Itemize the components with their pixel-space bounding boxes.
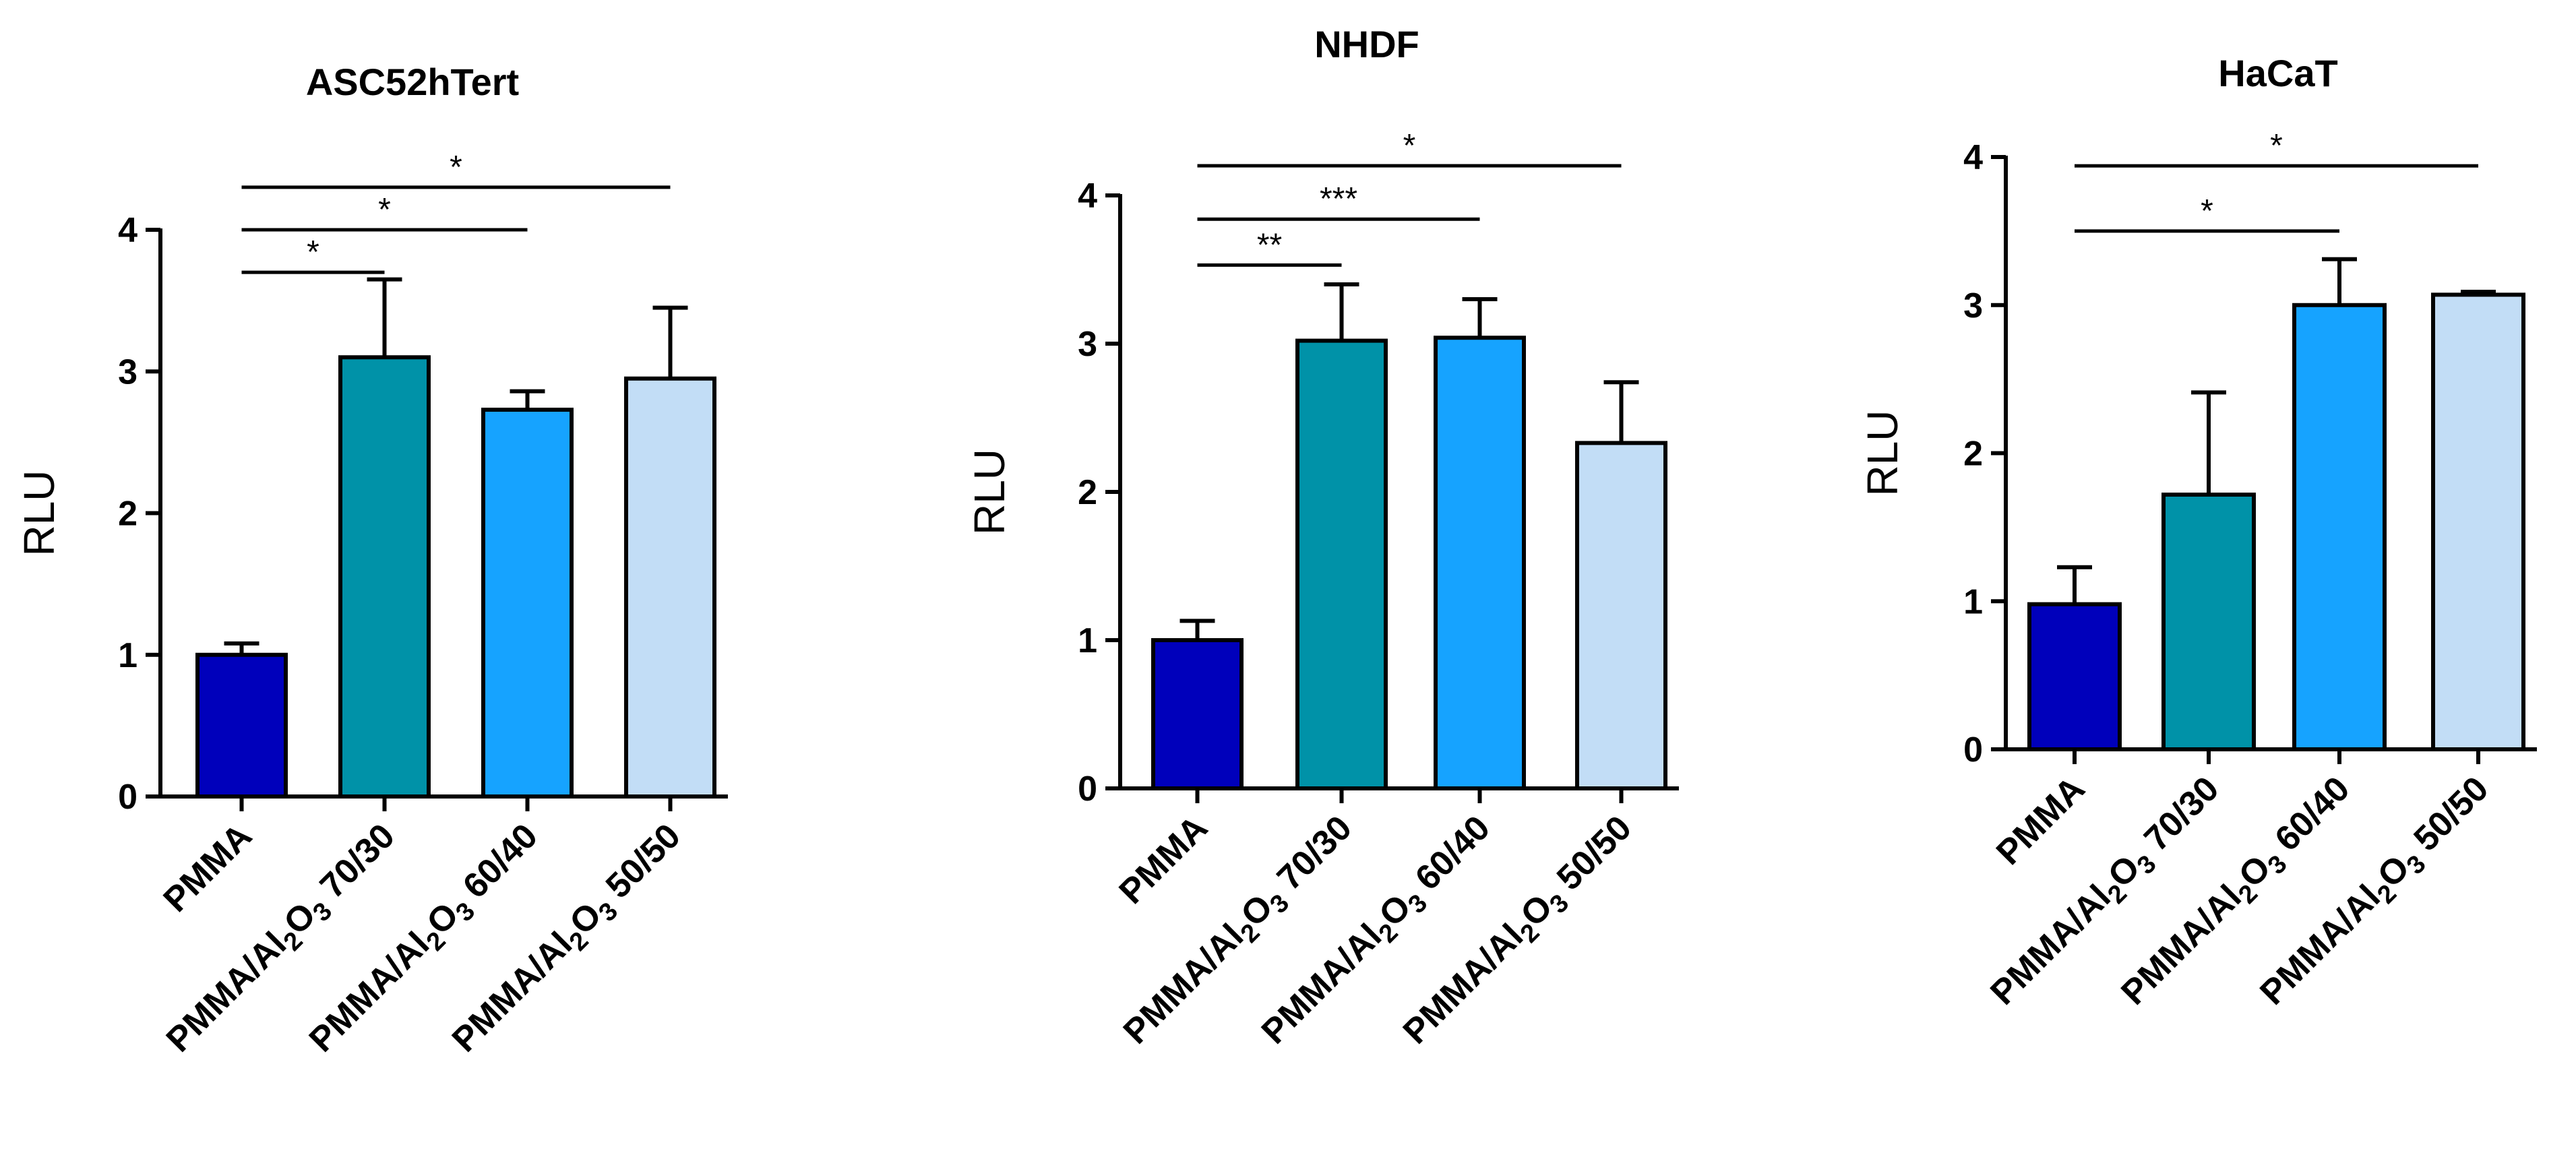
y-tick-label: 4 <box>1963 138 1983 177</box>
x-tick-label-part: 50/50 <box>2399 769 2496 865</box>
x-tick-label-part: 70/30 <box>1263 808 1359 904</box>
significance-label: * <box>307 234 319 270</box>
y-axis-label: RLU <box>1858 410 1907 496</box>
bar <box>624 376 716 799</box>
x-tick-label-part: 60/40 <box>2261 769 2357 865</box>
y-tick-label: 2 <box>1963 435 1983 474</box>
bar <box>2161 493 2256 752</box>
bar <box>481 408 574 799</box>
y-tick-label: 4 <box>118 211 137 250</box>
y-tick-label: 1 <box>1078 621 1097 660</box>
bar <box>1434 336 1526 790</box>
chart-title: NHDF <box>1314 23 1419 65</box>
x-tick-label-part: PMMA/Al <box>1254 916 1389 1051</box>
bar <box>338 355 431 799</box>
y-axis-label: RLU <box>15 470 63 556</box>
y-axis-label: RLU <box>965 449 1014 535</box>
bar <box>2431 292 2525 751</box>
chart-title: ASC52hTert <box>306 61 519 103</box>
bar <box>2292 303 2387 751</box>
x-tick-label-part: PMMA/Al <box>159 925 294 1059</box>
y-tick-label: 0 <box>118 778 137 817</box>
y-tick-label: 3 <box>1078 325 1097 364</box>
x-tick-label: PMMA/Al2O3 60/40 <box>2114 769 2361 1016</box>
y-tick-label: 1 <box>118 636 137 675</box>
y-tick-label: 0 <box>1963 730 1983 770</box>
significance-label: *** <box>1320 181 1357 217</box>
significance-label: * <box>2201 193 2213 229</box>
significance-label: * <box>2270 128 2283 164</box>
bar <box>2027 602 2122 752</box>
significance-label: * <box>450 150 462 185</box>
y-tick-label: 3 <box>1963 286 1983 325</box>
x-tick-label-part: 60/40 <box>449 816 545 912</box>
x-tick-label-part: 60/40 <box>1401 808 1498 904</box>
bar <box>1575 441 1667 790</box>
x-tick-label: PMMA <box>156 816 259 919</box>
bar <box>195 652 288 799</box>
y-tick-label: 0 <box>1078 770 1097 809</box>
x-tick-label-part: 70/30 <box>2130 769 2226 865</box>
x-tick-label-part: PMMA/Al <box>1396 916 1531 1051</box>
x-tick-label-part: 50/50 <box>592 816 688 912</box>
bar <box>1151 638 1244 790</box>
y-tick-label: 1 <box>1963 582 1983 621</box>
y-tick-label: 2 <box>1078 473 1097 512</box>
significance-label: ** <box>1257 227 1282 263</box>
significance-label: * <box>378 192 391 228</box>
x-tick-label-part: PMMA/Al <box>445 925 580 1059</box>
x-tick-label: PMMA <box>1989 769 2092 872</box>
x-tick-label-part: PMMA/Al <box>2114 877 2248 1012</box>
x-tick-label: PMMA/Al2O3 50/50 <box>2252 769 2500 1016</box>
x-tick-label: PMMA <box>1112 808 1215 911</box>
y-tick-label: 3 <box>118 352 137 392</box>
x-tick-label-part: PMMA/Al <box>2252 877 2387 1012</box>
significance-label: * <box>1403 128 1416 164</box>
x-tick-label-part: PMMA/Al <box>302 925 437 1059</box>
y-tick-label: 2 <box>118 495 137 534</box>
chart-title: HaCaT <box>2218 52 2337 94</box>
x-tick-label: PMMA/Al2O3 60/40 <box>1254 808 1502 1055</box>
x-tick-label-part: 70/30 <box>306 816 402 912</box>
y-tick-label: 4 <box>1078 177 1097 216</box>
x-tick-label: PMMA/Al2O3 70/30 <box>1983 769 2230 1016</box>
x-tick-label-part: PMMA/Al <box>1116 916 1251 1051</box>
x-tick-label-part: PMMA/Al <box>1983 877 2118 1012</box>
x-tick-label-part: 50/50 <box>1543 808 1639 904</box>
bar <box>1295 338 1388 791</box>
